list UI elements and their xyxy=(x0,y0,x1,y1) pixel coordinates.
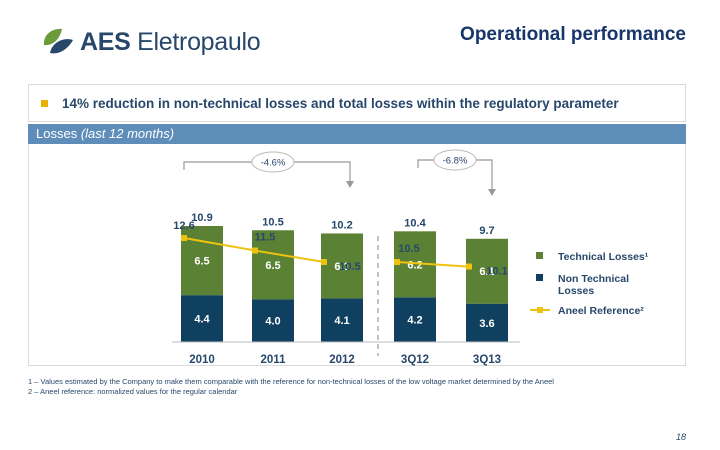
bracket-arrow-icon xyxy=(346,181,354,188)
page-title: Operational performance xyxy=(460,24,686,45)
footnote-2: 2 – Aneel reference: normalized values f… xyxy=(28,387,238,396)
bar-technical xyxy=(321,233,363,299)
bracket-arrow-icon xyxy=(488,189,496,196)
labels-layer: 4.4 6.5 10.9 2010 4.0 6.5 10.5 2011 4.1 6.1 10.2 20… xyxy=(189,212,501,366)
legend-label-non-technical-2: Losses xyxy=(558,285,594,297)
label-non-technical: 4.1 xyxy=(334,315,349,327)
leaf-logo-icon xyxy=(43,28,73,54)
reference-label: 12.6 xyxy=(173,220,194,232)
change-annotation: -6.8% xyxy=(417,149,496,196)
category-label: 2010 xyxy=(189,354,215,366)
category-label: 3Q12 xyxy=(401,354,429,366)
reference-point xyxy=(181,235,187,241)
reference-point xyxy=(394,259,400,265)
section-title: Losses xyxy=(36,126,78,141)
reference-line-layer: 12.6 11.5 10.5 10.5 10.1 xyxy=(173,220,507,278)
section-subtitle: (last 12 months) xyxy=(80,126,175,141)
logo-text-light: Eletropaulo xyxy=(137,27,261,56)
bar-technical xyxy=(181,226,223,296)
reference-label: 10.5 xyxy=(339,261,360,273)
bars-layer xyxy=(172,226,520,356)
highlight-text: 14% reduction in non-technical losses an… xyxy=(62,95,619,111)
change-label: -6.8% xyxy=(443,156,468,167)
change-bubble xyxy=(251,151,295,173)
reference-point xyxy=(466,263,472,270)
bar-technical xyxy=(466,238,508,304)
bar-non-technical xyxy=(181,295,223,342)
label-total: 9.7 xyxy=(479,225,494,237)
change-label: -4.6% xyxy=(261,158,286,169)
label-non-technical: 4.0 xyxy=(265,316,280,328)
footnote-1: 1 – Values estimated by the Company to m… xyxy=(28,377,554,386)
label-technical: 6.1 xyxy=(334,261,349,273)
change-annotation: -4.6% xyxy=(183,151,354,188)
bar-non-technical xyxy=(321,298,363,342)
reference-point xyxy=(252,247,258,254)
section-bar: Losses (last 12 months) xyxy=(28,124,686,144)
logo-text: AES Eletropaulo xyxy=(80,27,261,57)
bar-non-technical xyxy=(394,297,436,342)
footnotes: 1 – Values estimated by the Company to m… xyxy=(28,377,554,397)
label-technical: 6.2 xyxy=(407,259,422,271)
category-label: 3Q13 xyxy=(473,354,501,366)
legend-swatch-technical xyxy=(536,252,543,259)
reference-label: 10.1 xyxy=(486,266,507,278)
label-non-technical: 4.2 xyxy=(407,315,422,327)
change-bubble xyxy=(433,149,477,171)
legend-point-reference xyxy=(537,307,543,313)
reference-label: 11.5 xyxy=(255,232,276,244)
label-technical: 6.5 xyxy=(265,260,280,272)
reference-label: 10.5 xyxy=(398,243,419,255)
label-total: 10.9 xyxy=(191,212,212,224)
label-technical: 6.1 xyxy=(479,266,494,278)
page-number: 18 xyxy=(675,432,686,442)
highlight-box: 14% reduction in non-technical losses an… xyxy=(28,84,686,122)
bar-non-technical xyxy=(252,299,294,342)
legend-swatch-non-technical xyxy=(536,274,543,281)
category-label: 2012 xyxy=(329,354,355,366)
logo-text-bold: AES xyxy=(80,27,131,56)
legend-label-reference: Aneel Reference² xyxy=(558,305,644,317)
legend-label-non-technical-1: Non Technical xyxy=(558,273,629,285)
bullet-icon xyxy=(41,99,48,107)
bar-technical xyxy=(252,230,294,300)
label-non-technical: 3.6 xyxy=(479,318,494,330)
label-technical: 6.5 xyxy=(194,256,209,268)
company-logo: AES Eletropaulo xyxy=(40,22,261,62)
legend-label-technical: Technical Losses¹ xyxy=(558,251,649,263)
annotations-layer: -4.6% -6.8% xyxy=(183,149,496,196)
bar-non-technical xyxy=(466,303,508,342)
chart-frame xyxy=(28,144,686,366)
reference-point xyxy=(321,259,327,265)
label-total: 10.4 xyxy=(404,217,426,229)
category-label: 2011 xyxy=(261,354,287,366)
reference-line-quarterly xyxy=(396,261,470,268)
label-total: 10.5 xyxy=(262,216,283,228)
label-non-technical: 4.4 xyxy=(194,314,210,326)
label-total: 10.2 xyxy=(331,219,352,231)
